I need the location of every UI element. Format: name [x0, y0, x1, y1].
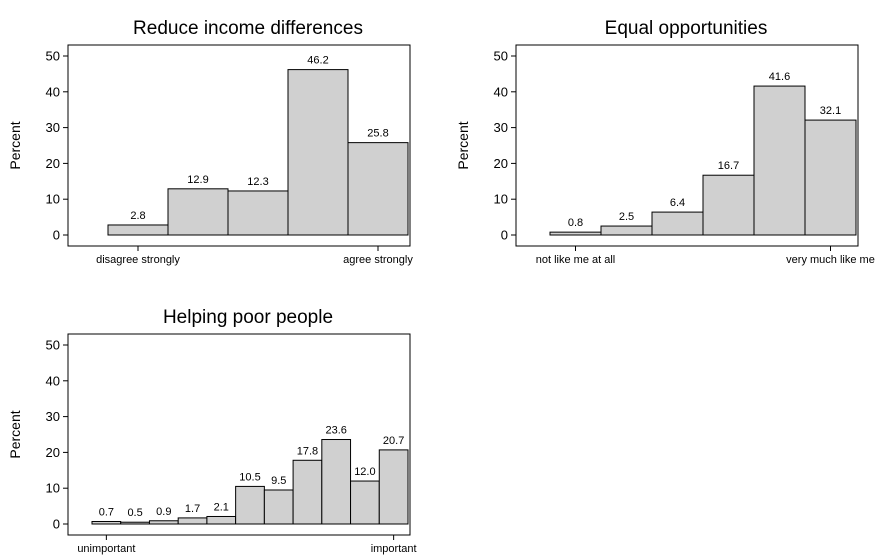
y-tick-label: 40 — [46, 373, 60, 388]
chart-panel-3: Helping poor people Percent 0 10 20 30 40 50 0.7… — [7, 307, 417, 555]
bar-1 — [549, 231, 602, 236]
bar-5 — [347, 142, 409, 236]
y-tick-label: 30 — [46, 409, 60, 424]
y-tick-label: 50 — [46, 49, 60, 64]
bar-2 — [600, 225, 653, 236]
bar-value-label-4: 46.2 — [307, 55, 328, 67]
x-end-label: not like me at all — [536, 254, 615, 266]
bar-6 — [804, 119, 857, 236]
bar-7 — [263, 489, 294, 525]
bar-9 — [321, 439, 352, 525]
bar-value-label-2: 2.5 — [619, 211, 634, 223]
bar-3 — [227, 190, 289, 236]
bar-1 — [91, 520, 122, 525]
x-end-label: unimportant — [77, 543, 135, 555]
y-tick-label: 40 — [46, 84, 60, 99]
y-tick-label: 0 — [501, 228, 508, 243]
bar-1 — [107, 224, 169, 236]
x-end-label: very much like me — [786, 254, 875, 266]
y-tick-label: 10 — [46, 192, 60, 207]
chart-title: Reduce income differences — [133, 18, 363, 39]
chart-panel-2: Equal opportunities Percent 0 10 20 30 40 50 0.8… — [455, 18, 875, 266]
y-tick-label: 30 — [46, 120, 60, 135]
y-tick-label: 50 — [494, 49, 508, 64]
bar-value-label-1: 0.8 — [568, 217, 583, 229]
bar-value-label-3: 0.9 — [156, 506, 171, 518]
bar-value-label-6: 32.1 — [820, 105, 841, 117]
plot-frame — [67, 333, 411, 536]
plot-frame — [515, 44, 859, 247]
bar-value-label-7: 9.5 — [271, 475, 286, 487]
x-end-label: disagree strongly — [96, 254, 180, 266]
bar-10 — [350, 480, 380, 525]
bar-value-label-5: 25.8 — [367, 128, 388, 140]
y-tick-label: 20 — [494, 156, 508, 171]
y-axis-label: Percent — [7, 410, 23, 458]
y-tick-label: 40 — [494, 84, 508, 99]
bar-value-label-1: 2.8 — [130, 210, 145, 222]
bar-value-label-3: 6.4 — [670, 197, 685, 209]
y-tick-label: 0 — [53, 517, 60, 532]
bar-value-label-1: 0.7 — [99, 506, 114, 518]
bar-6 — [235, 485, 265, 525]
y-tick-label: 20 — [46, 156, 60, 171]
bar-value-label-4: 16.7 — [718, 160, 739, 172]
chart-title: Equal opportunities — [605, 18, 768, 39]
bar-value-label-3: 12.3 — [247, 176, 268, 188]
bar-value-label-10: 12.0 — [354, 466, 375, 478]
bar-3 — [651, 211, 704, 236]
bar-value-label-2: 0.5 — [127, 507, 142, 519]
bar-11 — [378, 449, 409, 525]
chart-title: Helping poor people — [163, 307, 333, 328]
bar-5 — [206, 515, 237, 525]
bar-value-label-2: 12.9 — [187, 174, 208, 186]
y-tick-label: 10 — [494, 192, 508, 207]
bar-4 — [287, 69, 349, 236]
bar-value-label-4: 1.7 — [185, 503, 200, 515]
x-end-label: agree strongly — [343, 254, 413, 266]
bar-value-label-6: 10.5 — [239, 471, 260, 483]
bar-2 — [167, 188, 229, 236]
bar-3 — [148, 520, 179, 525]
bar-4 — [702, 174, 755, 236]
bar-value-label-11: 20.7 — [383, 435, 404, 447]
bar-8 — [292, 459, 323, 525]
bar-value-label-5: 2.1 — [214, 501, 229, 513]
bar-value-label-5: 41.6 — [769, 71, 790, 83]
y-tick-label: 20 — [46, 445, 60, 460]
y-tick-label: 30 — [494, 120, 508, 135]
x-end-label: important — [371, 543, 417, 555]
bar-5 — [753, 85, 806, 236]
y-axis-label: Percent — [455, 121, 471, 169]
bar-2 — [120, 521, 150, 525]
bar-value-label-8: 17.8 — [297, 445, 318, 457]
chart-panel-1: Reduce income differences Percent 0 10 20 30 4… — [7, 18, 413, 266]
plot-frame — [67, 44, 411, 247]
y-axis-label: Percent — [7, 121, 23, 169]
y-tick-label: 50 — [46, 338, 60, 353]
y-tick-label: 0 — [53, 228, 60, 243]
y-tick-label: 10 — [46, 481, 60, 496]
bar-value-label-9: 23.6 — [325, 425, 346, 437]
bar-4 — [177, 517, 208, 525]
